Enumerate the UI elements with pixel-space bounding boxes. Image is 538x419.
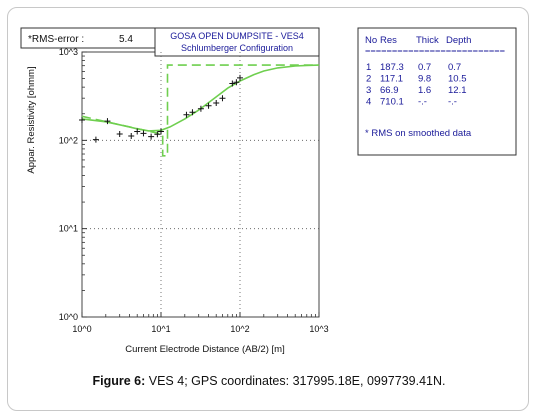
layer-table-header-cell: Res — [380, 35, 397, 46]
layer-table-header-cell: Depth — [446, 35, 471, 46]
layer-table-cell: 187.3 — [380, 62, 404, 73]
observed-point — [116, 130, 123, 137]
layer-table-cell: 1.6 — [418, 85, 431, 96]
layer-table: No Res Thick Depth ========================… — [357, 27, 517, 156]
observed-point — [197, 105, 204, 112]
calculated-curve — [81, 64, 320, 132]
observed-point — [233, 79, 240, 86]
layer-table-cell: 117.1 — [380, 74, 403, 85]
y-axis-label: Appar. Resistivity [ohmm] — [26, 66, 37, 173]
rms-box: *RMS-error : 5.4 — [20, 27, 156, 49]
observed-point — [154, 131, 161, 138]
layer-table-rows: 1 187.3 0.7 0.7 2 117.1 9.8 10.5 3 66.9 1.6 12.1 4 71… — [366, 62, 467, 108]
y-tick-label: 10^1 — [59, 224, 78, 234]
axis-ticks — [81, 51, 320, 318]
observed-point — [158, 128, 164, 135]
layer-table-separator: ========================== — [365, 49, 506, 55]
layer-table-cell: 3 — [366, 85, 371, 96]
caption-label: Figure 6: — [92, 374, 146, 388]
layer-table-cell: 0.7 — [448, 62, 461, 73]
observed-point — [128, 132, 135, 139]
layer-table-cell: 2 — [366, 74, 371, 85]
model-dashed-line — [81, 64, 319, 157]
x-tick-label: 10^3 — [309, 324, 328, 334]
x-tick-label: 10^2 — [230, 324, 249, 334]
chart-subtitle: Schlumberger Configuration — [181, 43, 293, 53]
observed-point — [92, 136, 99, 143]
rms-label: *RMS-error : — [28, 34, 84, 45]
layer-table-cell: -.- — [448, 97, 457, 108]
title-box: GOSA OPEN DUMPSITE - VES4 Schlumberger C… — [154, 27, 320, 57]
layer-table-cell: 1 — [366, 62, 371, 73]
observed-point — [219, 95, 226, 102]
observed-point — [237, 74, 243, 81]
observed-point — [104, 118, 111, 125]
data-series — [79, 64, 320, 157]
x-axis-label: Current Electrode Distance (AB/2) [m] — [125, 344, 284, 355]
layer-table-header-cell: No — [365, 35, 377, 46]
y-tick-label: 10^3 — [59, 47, 78, 57]
chart-title: GOSA OPEN DUMPSITE - VES4 — [170, 31, 304, 41]
observed-point — [205, 102, 212, 109]
layer-table-cell: 10.5 — [448, 74, 467, 85]
y-tick-label: 10^0 — [59, 312, 78, 322]
y-tick-label: 10^2 — [59, 135, 78, 145]
caption-text: VES 4; GPS coordinates: 317995.18E, 0997… — [145, 374, 446, 388]
figure-caption: Figure 6: VES 4; GPS coordinates: 317995… — [0, 374, 538, 388]
observed-point — [134, 128, 141, 135]
rms-value: 5.4 — [119, 34, 133, 45]
layer-table-header-cell: Thick — [416, 35, 439, 46]
observed-point — [183, 111, 190, 118]
observed-point — [140, 130, 147, 137]
layer-table-cell: 4 — [366, 97, 371, 108]
layer-table-cell: 66.9 — [380, 85, 399, 96]
layer-table-note: * RMS on smoothed data — [365, 128, 472, 139]
y-tick-labels: 10^0 10^1 10^2 10^3 — [59, 47, 78, 322]
observed-point — [229, 80, 236, 87]
plot-area — [81, 51, 320, 318]
observed-point — [189, 109, 196, 116]
observed-point — [213, 99, 220, 106]
layer-table-cell: 12.1 — [448, 85, 467, 96]
layer-table-header: No Res Thick Depth — [365, 35, 471, 46]
x-tick-label: 10^1 — [151, 324, 170, 334]
layer-table-cell: 710.1 — [380, 97, 404, 108]
layer-table-cell: 0.7 — [418, 62, 431, 73]
grid — [82, 52, 319, 317]
layer-table-cell: 9.8 — [418, 74, 431, 85]
x-tick-labels: 10^0 10^1 10^2 10^3 — [72, 324, 328, 334]
layer-table-cell: -.- — [418, 97, 427, 108]
observed-point — [79, 116, 85, 123]
x-tick-label: 10^0 — [72, 324, 91, 334]
observed-point — [148, 133, 155, 140]
